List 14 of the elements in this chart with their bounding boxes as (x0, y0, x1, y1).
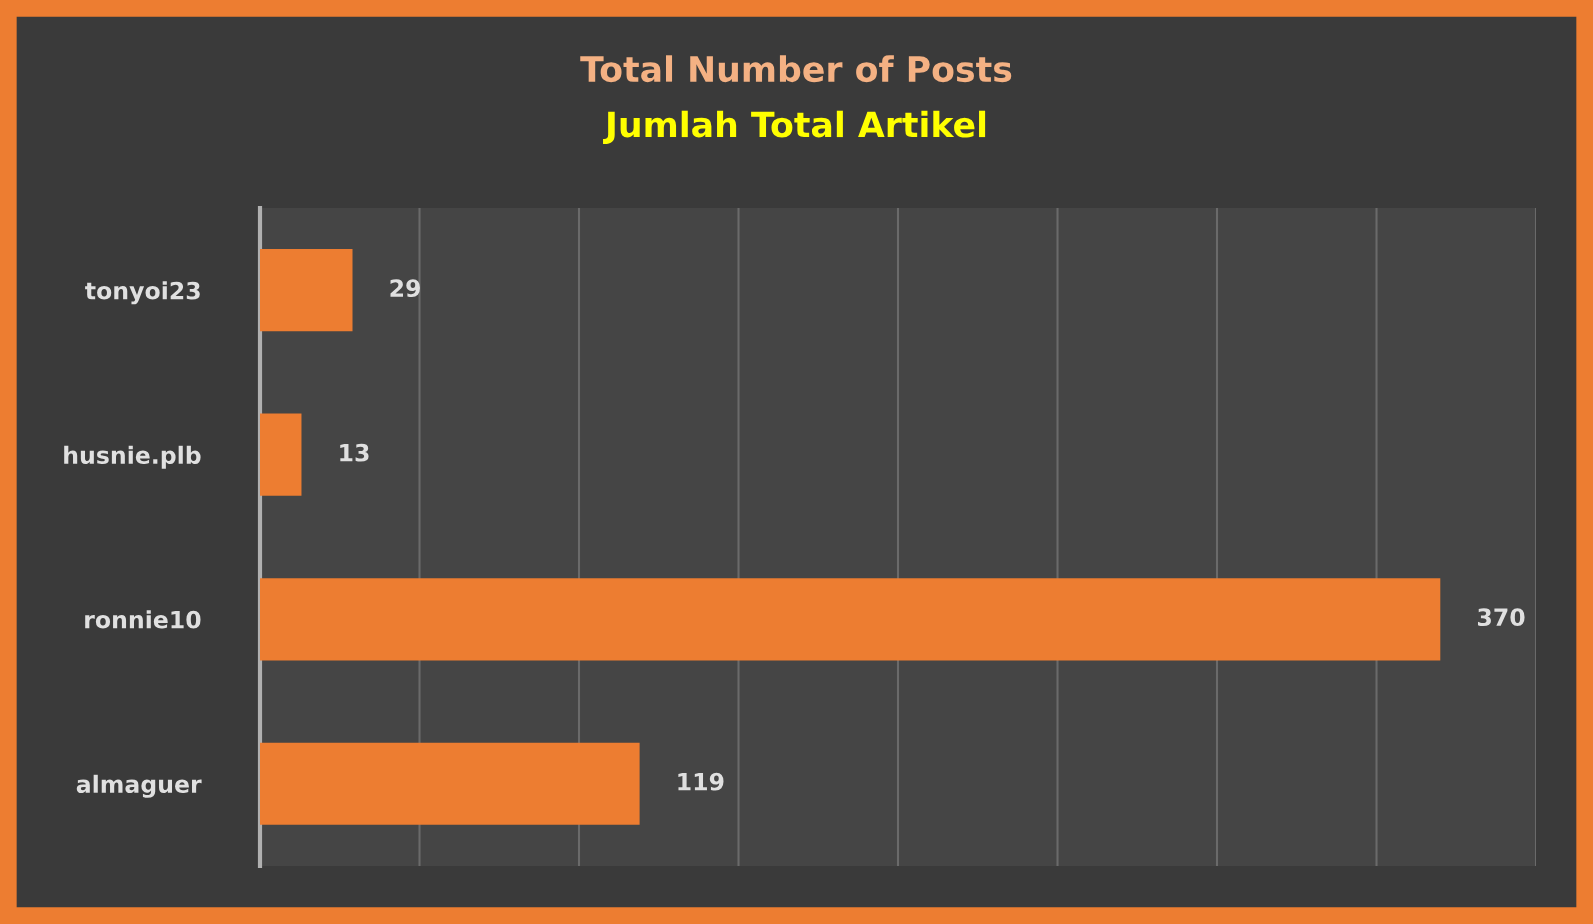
y-tick-label: husnie.plb (64, 445, 201, 469)
bar (260, 413, 302, 496)
chart-title: Total Number of Posts (580, 55, 1012, 83)
bar (260, 249, 353, 332)
data-label: 13 (340, 443, 369, 462)
data-label: 29 (390, 279, 420, 298)
bar (260, 742, 640, 825)
y-tick-label: almaguer (76, 774, 202, 798)
data-label: 370 (1477, 608, 1525, 627)
chart-subtitle: Jumlah Total Artikel (603, 110, 986, 145)
y-tick-label: tonyoi23 (85, 281, 200, 305)
data-label: 119 (678, 772, 724, 791)
bar (260, 578, 1441, 661)
y-tick-label: ronnie10 (85, 610, 201, 629)
